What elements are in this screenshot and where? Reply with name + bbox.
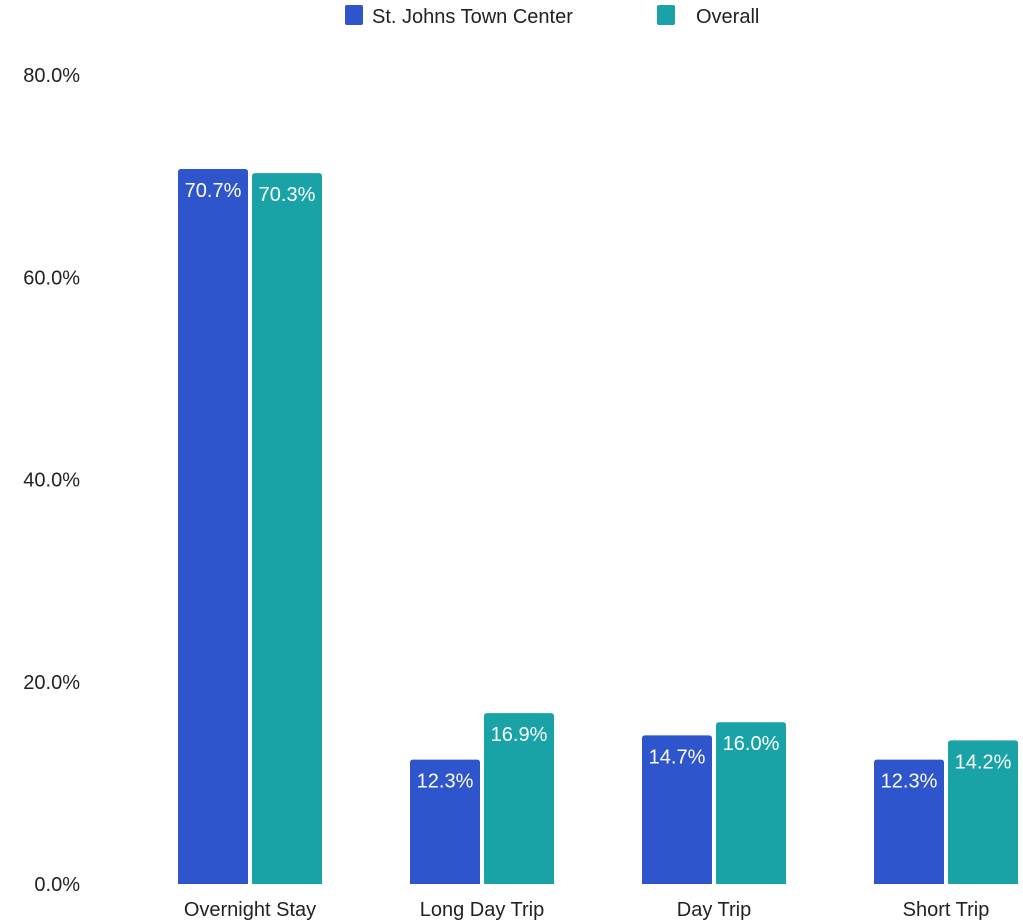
legend-swatch-2 [657, 5, 675, 25]
bar-data-label: 14.7% [649, 746, 706, 768]
x-category-label: Overnight Stay [184, 899, 316, 921]
legend-label-2: Overall [696, 6, 759, 28]
x-axis: Overnight Stay Long Day Trip Day Trip Short… [184, 899, 990, 921]
bar [716, 722, 786, 884]
bar-data-label: 12.3% [417, 771, 474, 793]
bar-series: 70.7% 70.3% 12.3% 16.9% 14.7% 16.0% 12.3% 14.2% [178, 169, 1018, 884]
x-category-label: Long Day Trip [420, 899, 545, 921]
y-tick-label: 40.0% [23, 470, 80, 492]
y-tick-label: 0.0% [34, 874, 80, 896]
bar [874, 759, 944, 884]
bar [410, 759, 480, 884]
bar [252, 173, 322, 884]
y-tick-label: 80.0% [23, 65, 80, 87]
y-axis: 0.0% 20.0% 40.0% 60.0% 80.0% [23, 65, 80, 896]
chart-legend: St. Johns Town Center Overall [345, 5, 759, 28]
y-tick-label: 20.0% [23, 672, 80, 694]
bar-data-label: 70.7% [185, 180, 242, 202]
bar-data-label: 16.9% [491, 724, 548, 746]
bar-data-label: 12.3% [881, 771, 938, 793]
x-category-label: Short Trip [903, 899, 990, 921]
bar [484, 713, 554, 884]
bar [178, 169, 248, 884]
x-category-label: Day Trip [677, 899, 751, 921]
y-tick-label: 60.0% [23, 267, 80, 289]
legend-swatch-1 [345, 5, 363, 25]
bar-data-label: 16.0% [723, 733, 780, 755]
bar [948, 740, 1018, 884]
legend-label-1: St. Johns Town Center [372, 6, 573, 28]
bar-data-label: 70.3% [259, 184, 316, 206]
bar [642, 735, 712, 884]
bar-data-label: 14.2% [955, 751, 1012, 773]
